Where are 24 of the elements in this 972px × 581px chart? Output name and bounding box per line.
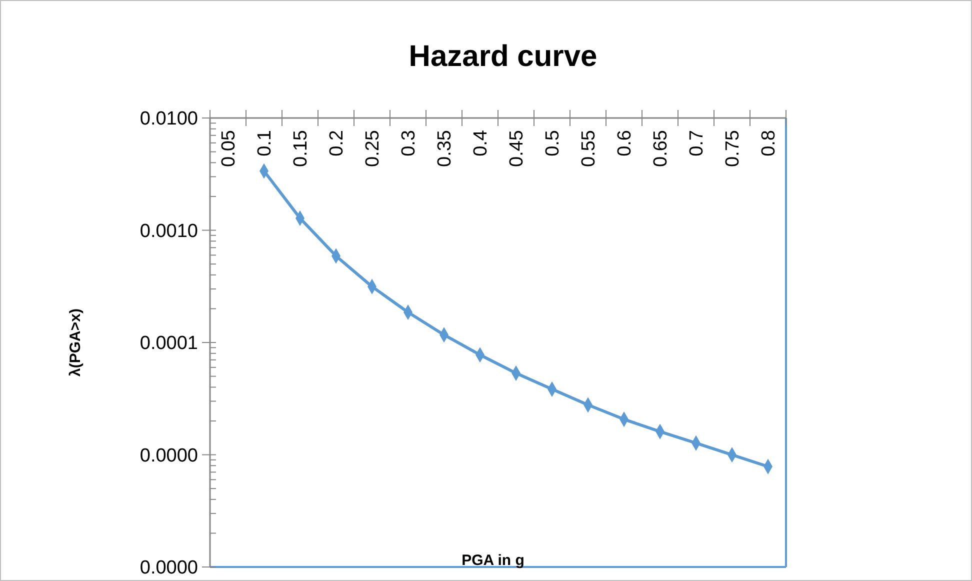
x-tick-label: 0.3 (398, 130, 420, 156)
x-tick-label: 0.5 (542, 130, 564, 156)
x-tick-label: 0.25 (362, 130, 384, 167)
x-tick-label: 0.05 (218, 130, 240, 167)
x-tick-label: 0.1 (254, 130, 276, 156)
x-tick-label: 0.55 (578, 130, 600, 167)
x-tick-label: 0.2 (326, 130, 348, 156)
y-tick-label: 0.0000 (140, 558, 198, 579)
y-tick-label: 0.0100 (140, 108, 198, 130)
y-tick-label: 0.0001 (140, 333, 198, 354)
x-tick-label: 0.65 (650, 130, 672, 167)
y-tick-label: 0.0000 (140, 445, 198, 466)
x-tick-label: 0.75 (722, 130, 744, 167)
x-tick-label: 0.35 (434, 130, 456, 167)
x-tick-label: 0.15 (290, 130, 312, 167)
x-tick-label: 0.8 (758, 130, 780, 156)
x-tick-label: 0.6 (614, 130, 636, 156)
x-axis-title: PGA in g (462, 552, 524, 569)
x-tick-label: 0.7 (686, 130, 708, 156)
x-tick-label: 0.45 (506, 130, 528, 167)
x-tick-label: 0.4 (470, 130, 492, 156)
chart-title: Hazard curve (408, 40, 598, 73)
y-axis-title: λ(PGA>x) (67, 308, 84, 376)
y-tick-label: 0.0010 (140, 220, 198, 242)
